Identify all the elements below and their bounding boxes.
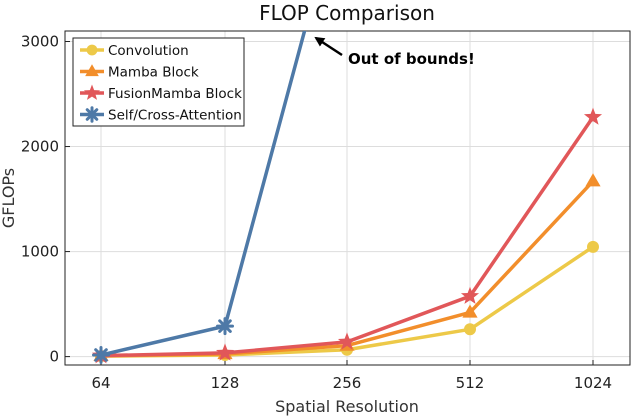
annotation-text: Out of bounds!: [348, 50, 475, 68]
x-axis-ticks: 64 128 256 512 1024: [91, 360, 612, 392]
annotation-arrow: [314, 36, 343, 57]
legend-box: [72, 37, 245, 127]
x-tick-label: 128: [211, 374, 240, 392]
x-tick-label: 512: [456, 374, 485, 392]
legend-item-mamba-block: Mamba Block: [80, 64, 199, 81]
data-point-convolution: [587, 240, 599, 253]
x-tick-label: 1024: [574, 374, 612, 392]
series-self-cross-attention: [92, 31, 307, 365]
legend: Convolution Mamba Block FusionMamba Block S…: [72, 37, 245, 127]
x-tick-label: 64: [91, 374, 110, 392]
x-tick-label: 256: [333, 374, 362, 392]
x-axis-label: Spatial Resolution: [275, 397, 419, 416]
y-axis-label: GFLOPs: [0, 168, 18, 228]
data-point-fusionmamba-block: [583, 107, 603, 125]
legend-marker: [85, 64, 99, 77]
data-point-mamba-block: [585, 173, 601, 187]
legend-label: Convolution: [108, 43, 189, 59]
data-point-fusionmamba-block: [460, 286, 480, 304]
legend-label: Self/Cross-Attention: [108, 108, 242, 124]
data-point-self-cross-attention: [216, 317, 234, 336]
y-tick-label: 3000: [21, 33, 59, 51]
data-point-convolution: [464, 323, 476, 336]
legend-item-fusionmamba-block: FusionMamba Block: [80, 84, 242, 102]
series-layer: [91, 31, 603, 365]
y-axis-ticks: 0 1000 2000 3000: [21, 33, 70, 366]
out-of-bounds-annotation: Out of bounds!: [314, 36, 475, 68]
data-point-fusionmamba-block: [337, 332, 357, 350]
y-tick-label: 0: [49, 348, 59, 366]
y-tick-label: 2000: [21, 138, 59, 156]
legend-marker: [83, 84, 101, 100]
legend-marker: [83, 106, 101, 123]
data-point-self-cross-attention: [92, 346, 110, 365]
legend-item-convolution: Convolution: [80, 43, 189, 59]
data-point-fusionmamba-block: [215, 343, 235, 361]
legend-marker: [86, 44, 98, 56]
y-tick-label: 1000: [21, 243, 59, 261]
legend-label: FusionMamba Block: [108, 86, 242, 102]
legend-item-self-cross-attention: Self/Cross-Attention: [80, 106, 242, 124]
legend-label: Mamba Block: [108, 65, 199, 81]
chart-title: FLOP Comparison: [259, 1, 435, 25]
data-point-mamba-block: [462, 304, 478, 318]
